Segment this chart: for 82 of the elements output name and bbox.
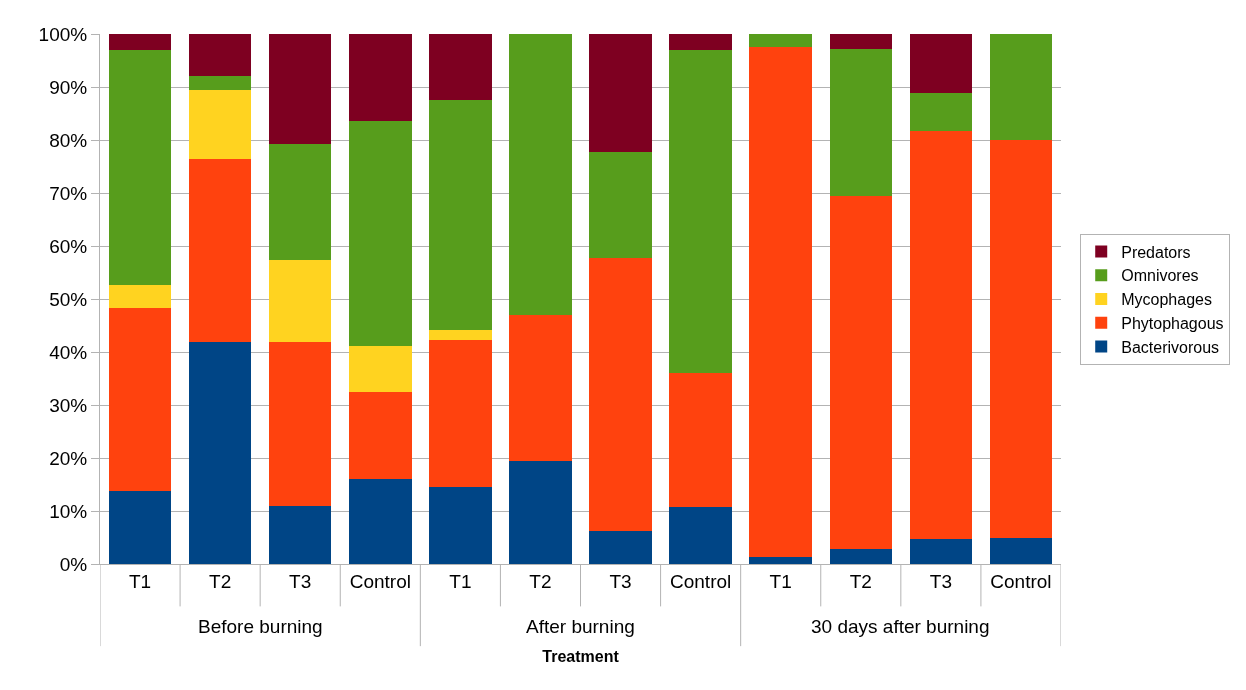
bar [268, 34, 332, 144]
x-tick-label: T3 [609, 570, 632, 592]
bar [589, 151, 652, 258]
y-tick-label: 10% [49, 500, 88, 522]
x-tick-label: Control [990, 570, 1052, 592]
x-tick-label: T3 [289, 570, 312, 592]
legend-label: Predators [1121, 243, 1191, 261]
x-tick-label: T2 [209, 570, 232, 592]
y-tick-label: 80% [49, 129, 88, 151]
text: After burning [526, 616, 635, 637]
x-tick-label: Control [669, 570, 732, 592]
bar [829, 49, 893, 197]
x-tick-label: T1 [449, 570, 472, 592]
legend-label: Bacterivorous [1121, 338, 1220, 356]
bar [268, 259, 332, 342]
bar [188, 34, 252, 76]
y-tick-label: 0% [59, 553, 88, 575]
y-tick-label: 20% [49, 447, 88, 469]
bar [589, 34, 652, 152]
y-tick-label: 60% [49, 235, 88, 257]
text: Before burning [198, 616, 323, 637]
bar [749, 46, 812, 557]
x-tick-label: T1 [128, 570, 152, 592]
bar [108, 490, 172, 564]
bar [188, 75, 252, 91]
bar [108, 49, 172, 286]
y-tick-label: 100% [38, 23, 88, 45]
bar [349, 34, 412, 122]
bar [669, 50, 732, 374]
x-tick-label: T3 [929, 570, 952, 592]
bar [268, 143, 332, 260]
x-tick-label: T2 [529, 570, 552, 592]
bar [349, 392, 412, 480]
x-tick-label: Control [349, 570, 411, 592]
bar [188, 341, 252, 564]
bar [429, 100, 492, 331]
bar [108, 285, 172, 309]
bar [509, 315, 572, 461]
y-tick-label: 90% [49, 76, 88, 98]
bar [829, 196, 893, 550]
bar [909, 34, 973, 93]
x-axis-title: Treatment [542, 648, 620, 666]
bar [989, 140, 1053, 538]
bar [108, 308, 172, 491]
bar [268, 505, 332, 564]
bar [589, 531, 652, 564]
y-tick-label: 50% [49, 288, 88, 310]
bar [909, 539, 973, 564]
bar [429, 330, 492, 341]
bar [429, 486, 492, 564]
y-tick-label: 70% [49, 182, 88, 204]
bar [749, 556, 812, 564]
legend-label: Omnivores [1121, 267, 1199, 285]
bar [669, 506, 732, 564]
bar [829, 549, 893, 564]
bar [268, 341, 332, 506]
y-tick-label: 40% [49, 341, 88, 363]
bar [509, 34, 572, 316]
bar [669, 373, 732, 507]
bar [989, 537, 1053, 564]
bar [349, 121, 412, 346]
legend-label: Mycophages [1121, 291, 1212, 309]
bar [188, 158, 252, 342]
bar [909, 130, 973, 540]
bar [829, 34, 893, 50]
text: 30 days after burning [811, 616, 990, 637]
bar [669, 34, 732, 51]
bar [749, 34, 812, 47]
x-tick-label: T1 [769, 570, 792, 592]
bar [429, 340, 492, 487]
bar [188, 90, 252, 159]
y-tick-label: 30% [49, 394, 88, 416]
bar [989, 34, 1053, 140]
bar [108, 34, 172, 50]
bar [349, 479, 412, 564]
bar [509, 460, 572, 564]
x-tick-label: T2 [849, 570, 872, 592]
bar [349, 345, 412, 393]
bar [589, 257, 652, 532]
bar [909, 92, 973, 131]
legend-label: Phytophagous [1121, 315, 1224, 333]
bar [429, 34, 492, 101]
